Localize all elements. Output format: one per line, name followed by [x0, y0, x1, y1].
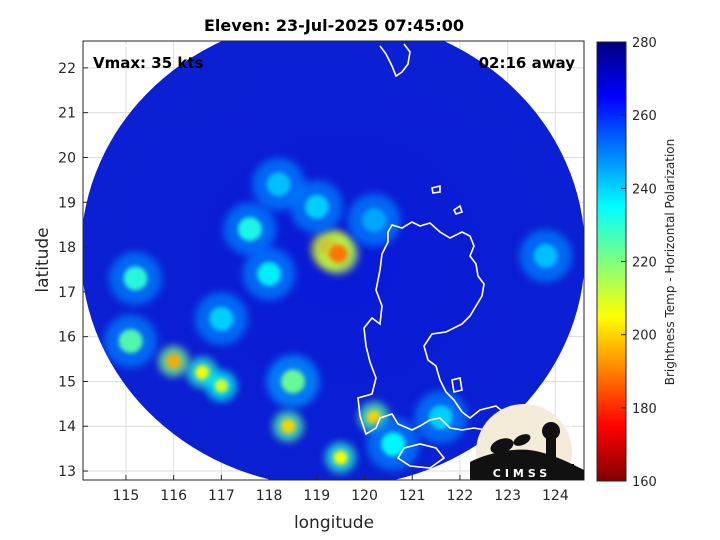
storm-core-feature [329, 244, 348, 263]
y-tick-label: 17 [58, 285, 76, 301]
rainband-feature [214, 378, 229, 393]
rainband-feature [428, 405, 453, 430]
y-tick-label: 19 [58, 195, 76, 211]
rainband-feature [381, 432, 406, 457]
satellite-dish-icon-2 [513, 434, 531, 446]
y-tick-label: 15 [58, 374, 76, 390]
china-coastline [83, 41, 159, 53]
rainband-feature [118, 329, 143, 354]
rainband-feature [166, 354, 181, 369]
colorbar-label: Brightness Temp - Horizontal Polarizatio… [663, 139, 677, 386]
x-axis-ticks: 115 116 117 118 119 120 121 122 123 124 [113, 475, 569, 504]
rainband-feature [304, 194, 329, 219]
y-tick-label: 16 [58, 330, 76, 346]
rainband-feature [533, 244, 558, 269]
x-tick-label: 124 [542, 488, 569, 504]
colorbar-tick-label: 180 [632, 402, 657, 417]
y-tick-label: 21 [58, 106, 76, 122]
logo-text: CIMSS [493, 467, 551, 480]
rainband-feature [209, 306, 234, 331]
island-c [451, 377, 463, 393]
rainband-feature [280, 369, 305, 394]
y-tick-label: 14 [58, 419, 76, 435]
rainband-feature [281, 419, 296, 434]
x-tick-label: 118 [256, 488, 283, 504]
colorbar-tick-label: 220 [632, 256, 657, 271]
colorbar-tick-label: 200 [632, 329, 657, 344]
cimss-logo: CIMSS [470, 404, 584, 480]
chart-title: Eleven: 23-Jul-2025 07:45:00 [204, 16, 464, 35]
coastline [83, 41, 578, 469]
y-tick-label: 18 [58, 240, 76, 256]
colorbar-tick-label: 280 [632, 36, 657, 51]
island-a [452, 204, 464, 215]
x-tick-label: 120 [351, 488, 378, 504]
y-tick-label: 13 [58, 464, 76, 480]
x-tick-label: 116 [160, 488, 187, 504]
y-axis-ticks: 13 14 15 16 17 18 19 20 21 22 [58, 61, 88, 480]
babuyan-island [431, 184, 441, 194]
taiwan-coastline [379, 43, 411, 78]
y-tick-label: 20 [58, 150, 76, 166]
y-axis-label: latitude [33, 227, 53, 292]
colorbar-tick-label: 160 [632, 475, 657, 490]
x-tick-label: 121 [399, 488, 426, 504]
tower-legs [546, 438, 556, 464]
colorbar: 160 180 200 220 240 260 280 Brightness Temp - … [596, 36, 677, 490]
water-tower-icon [542, 422, 560, 440]
colorbar-ticks: 160 180 200 220 240 260 280 [621, 36, 657, 490]
dish-pole [500, 446, 504, 464]
rainband-feature [367, 410, 382, 425]
colorbar-tick-label: 240 [632, 182, 657, 197]
rainband-feature [195, 365, 210, 380]
rainband-feature [123, 266, 148, 291]
x-tick-label: 123 [494, 488, 521, 504]
rainband-feature [238, 217, 262, 242]
time-away-annotation: 02:16 away [479, 54, 576, 72]
rainband-feature [333, 450, 348, 465]
x-axis-label: longitude [294, 513, 374, 533]
swath-group [83, 41, 584, 480]
luzon-coastline [357, 221, 508, 436]
colorbar-tick-label: 260 [632, 109, 657, 124]
x-tick-label: 117 [208, 488, 235, 504]
mindoro-coastline [396, 443, 446, 469]
x-tick-label: 122 [447, 488, 474, 504]
vmax-annotation: Vmax: 35 kts [93, 54, 203, 72]
rainband-feature [257, 261, 282, 286]
y-tick-label: 22 [58, 61, 76, 77]
rainband-feature [266, 172, 291, 197]
logo-banner [470, 464, 574, 480]
rainband-feature [362, 208, 387, 233]
axes-frame [82, 40, 585, 481]
x-tick-label: 115 [113, 488, 140, 504]
x-tick-label: 119 [303, 488, 330, 504]
